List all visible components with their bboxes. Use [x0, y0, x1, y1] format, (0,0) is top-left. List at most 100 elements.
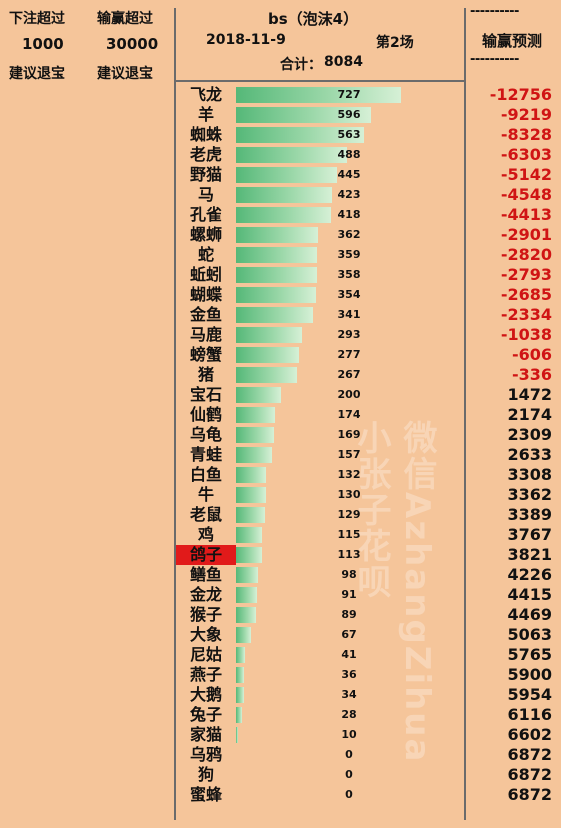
- win-loss-prediction: 6116: [507, 705, 552, 724]
- animal-name: 大象: [189, 625, 222, 644]
- bet-count: 354: [337, 288, 361, 301]
- count-bar: [236, 367, 297, 383]
- bet-count: 418: [337, 208, 361, 221]
- count-bar: [236, 127, 364, 143]
- count-bar: [236, 107, 371, 123]
- table-row: 鸽子 113 3821: [176, 545, 561, 565]
- page-title: bs（泡沫4）: [268, 10, 359, 28]
- bet-count: 267: [337, 368, 361, 381]
- animal-name: 飞龙: [189, 85, 222, 104]
- bet-count: 41: [341, 648, 357, 661]
- table-row: 宝石 200 1472: [176, 385, 561, 405]
- animal-name: 鸽子: [176, 545, 236, 565]
- win-loss-prediction: 4469: [507, 605, 552, 624]
- count-bar: [236, 707, 242, 723]
- table-row: 大鹅 34 5954: [176, 685, 561, 705]
- win-loss-prediction: 5954: [507, 685, 552, 704]
- count-bar: [236, 187, 332, 203]
- animal-name: 金龙: [189, 585, 222, 604]
- count-bar: [236, 207, 331, 223]
- animal-name: 鸡: [197, 525, 214, 544]
- table-row: 蚯蚓 358 -2793: [176, 265, 561, 285]
- animal-name: 尼姑: [189, 645, 222, 664]
- divider-right: [464, 8, 466, 820]
- bet-count: 0: [345, 788, 353, 801]
- count-bar: [236, 147, 347, 163]
- win-loss-prediction: 6872: [507, 765, 552, 784]
- count-bar: [236, 587, 257, 603]
- win-loss-prediction: 3308: [507, 465, 552, 484]
- count-bar: [236, 407, 275, 423]
- bet-count: 362: [337, 228, 361, 241]
- count-bar: [236, 227, 318, 243]
- table-row: 螃蟹 277 -606: [176, 345, 561, 365]
- count-bar: [236, 487, 266, 503]
- watermark-text: 微信AzhangZihua小张子花呗: [351, 420, 437, 764]
- win-loss-prediction: 4226: [507, 565, 552, 584]
- count-bar: [236, 627, 251, 643]
- table-row: 螺蛳 362 -2901: [176, 225, 561, 245]
- animal-name: 孔雀: [189, 205, 222, 224]
- win-threshold-advice: 建议退宝: [97, 66, 153, 82]
- bet-count: 727: [337, 88, 361, 101]
- win-loss-prediction: 1472: [507, 385, 552, 404]
- bet-count: 0: [345, 748, 353, 761]
- total-value: 8084: [324, 54, 363, 70]
- bet-threshold-label: 下注超过: [9, 11, 65, 27]
- bet-count: 115: [337, 528, 361, 541]
- bet-count: 89: [341, 608, 357, 621]
- table-row: 猪 267 -336: [176, 365, 561, 385]
- bet-count: 341: [337, 308, 361, 321]
- table-row: 鸡 115 3767: [176, 525, 561, 545]
- win-loss-prediction: 5900: [507, 665, 552, 684]
- win-loss-prediction: -2685: [500, 285, 552, 304]
- count-bar: [236, 647, 245, 663]
- win-loss-prediction: -4548: [500, 185, 552, 204]
- threshold-panel: 下注超过 1000 建议退宝 输赢超过 30000 建议退宝: [0, 0, 170, 100]
- win-loss-prediction: -6303: [500, 145, 552, 164]
- table-row: 飞龙 727 -12756: [176, 85, 561, 105]
- count-bar: [236, 507, 265, 523]
- bet-count: 359: [337, 248, 361, 261]
- win-loss-prediction: -336: [511, 365, 552, 384]
- animal-name: 兔子: [189, 705, 222, 724]
- table-row: 燕子 36 5900: [176, 665, 561, 685]
- bet-count: 169: [337, 428, 361, 441]
- table-row: 青蛙 157 2633: [176, 445, 561, 465]
- count-bar: [236, 327, 302, 343]
- table-row: 金鱼 341 -2334: [176, 305, 561, 325]
- count-bar: [236, 607, 256, 623]
- table-row: 野猫 445 -5142: [176, 165, 561, 185]
- win-threshold-value: 30000: [106, 35, 159, 53]
- table-row: 乌鸦 0 6872: [176, 745, 561, 765]
- animal-name: 家猫: [189, 725, 222, 744]
- count-bar: [236, 267, 317, 283]
- animal-name: 燕子: [189, 665, 222, 684]
- table-row: 孔雀 418 -4413: [176, 205, 561, 225]
- animal-name: 大鹅: [189, 685, 222, 704]
- bet-threshold-value: 1000: [22, 35, 64, 53]
- summary-header: bs（泡沫4） 2018-11-9 第2场 合计： 8084: [176, 0, 464, 82]
- animal-name: 老虎: [189, 145, 222, 164]
- count-bar: [236, 307, 313, 323]
- win-loss-prediction: 2174: [507, 405, 552, 424]
- animal-name: 蝴蝶: [189, 285, 222, 304]
- round-label: 第2场: [376, 35, 414, 51]
- table-row: 马鹿 293 -1038: [176, 325, 561, 345]
- win-loss-prediction: -4413: [500, 205, 552, 224]
- win-loss-prediction: -1038: [500, 325, 552, 344]
- table-row: 猴子 89 4469: [176, 605, 561, 625]
- win-loss-prediction: 5063: [507, 625, 552, 644]
- table-row: 蝴蝶 354 -2685: [176, 285, 561, 305]
- count-bar: [236, 167, 337, 183]
- win-loss-prediction: 6602: [507, 725, 552, 744]
- bet-count: 174: [337, 408, 361, 421]
- count-bar: [236, 467, 266, 483]
- table-row: 乌龟 169 2309: [176, 425, 561, 445]
- bet-count: 67: [341, 628, 357, 641]
- animal-name: 螺蛳: [189, 225, 222, 244]
- divider-header: [174, 80, 466, 82]
- table-row: 蜘蛛 563 -8328: [176, 125, 561, 145]
- count-bar: [236, 347, 299, 363]
- count-bar: [236, 527, 262, 543]
